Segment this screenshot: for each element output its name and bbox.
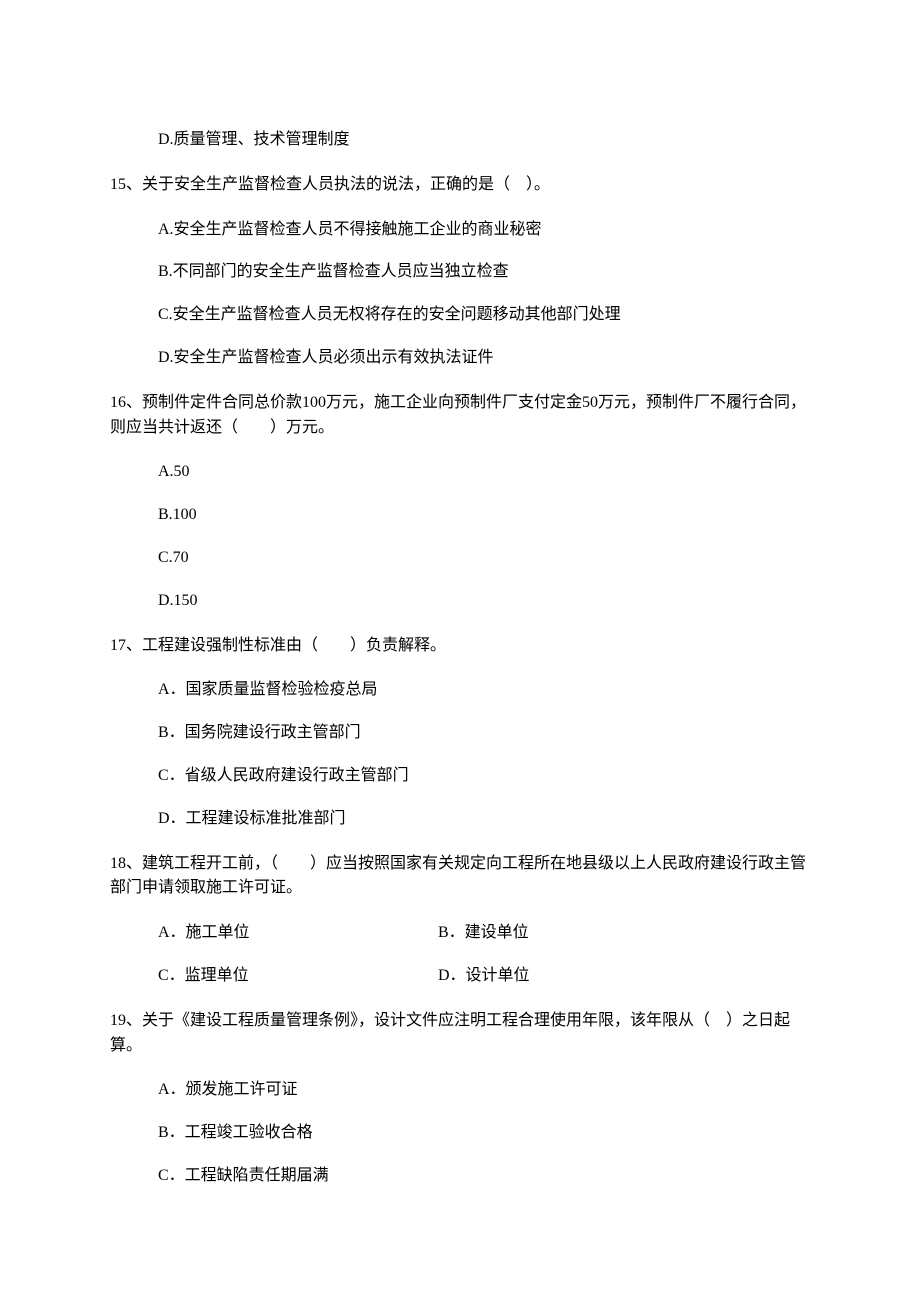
q18-option-row-1: A．施工单位 B．建设单位	[110, 921, 810, 946]
q15-option-b: B.不同部门的安全生产监督检查人员应当独立检查	[110, 260, 810, 285]
q18-option-b: B．建设单位	[438, 921, 718, 946]
q18-option-a: A．施工单位	[158, 921, 438, 946]
document-page: D.质量管理、技术管理制度 15、关于安全生产监督检查人员执法的说法，正确的是（…	[0, 0, 920, 1287]
q15-stem: 15、关于安全生产监督检查人员执法的说法，正确的是（ ）。	[110, 173, 810, 198]
q17-option-d: D．工程建设标准批准部门	[110, 807, 810, 832]
q16-option-d: D.150	[110, 589, 810, 614]
q17-option-a: A．国家质量监督检验检疫总局	[110, 678, 810, 703]
q15-option-c: C.安全生产监督检查人员无权将存在的安全问题移动其他部门处理	[110, 303, 810, 328]
q16-option-a: A.50	[110, 460, 810, 485]
q18-option-c: C．监理单位	[158, 964, 438, 989]
q18-option-row-2: C．监理单位 D．设计单位	[110, 964, 810, 989]
q14-option-d: D.质量管理、技术管理制度	[110, 128, 810, 153]
q17-option-b: B．国务院建设行政主管部门	[110, 721, 810, 746]
q16-stem: 16、预制件定件合同总价款100万元，施工企业向预制件厂支付定金50万元，预制件…	[110, 391, 810, 441]
q18-option-d: D．设计单位	[438, 964, 718, 989]
q19-stem: 19、关于《建设工程质量管理条例》，设计文件应注明工程合理使用年限，该年限从（ …	[110, 1009, 810, 1059]
q18-stem: 18、建筑工程开工前，（ ）应当按照国家有关规定向工程所在地县级以上人民政府建设…	[110, 852, 810, 902]
q15-option-d: D.安全生产监督检查人员必须出示有效执法证件	[110, 346, 810, 371]
q19-option-b: B．工程竣工验收合格	[110, 1121, 810, 1146]
q17-option-c: C．省级人民政府建设行政主管部门	[110, 764, 810, 789]
q17-stem: 17、工程建设强制性标准由（ ）负责解释。	[110, 634, 810, 659]
q16-option-b: B.100	[110, 503, 810, 528]
q19-option-a: A．颁发施工许可证	[110, 1078, 810, 1103]
q15-option-a: A.安全生产监督检查人员不得接触施工企业的商业秘密	[110, 218, 810, 243]
q19-option-c: C．工程缺陷责任期届满	[110, 1164, 810, 1189]
q16-option-c: C.70	[110, 546, 810, 571]
